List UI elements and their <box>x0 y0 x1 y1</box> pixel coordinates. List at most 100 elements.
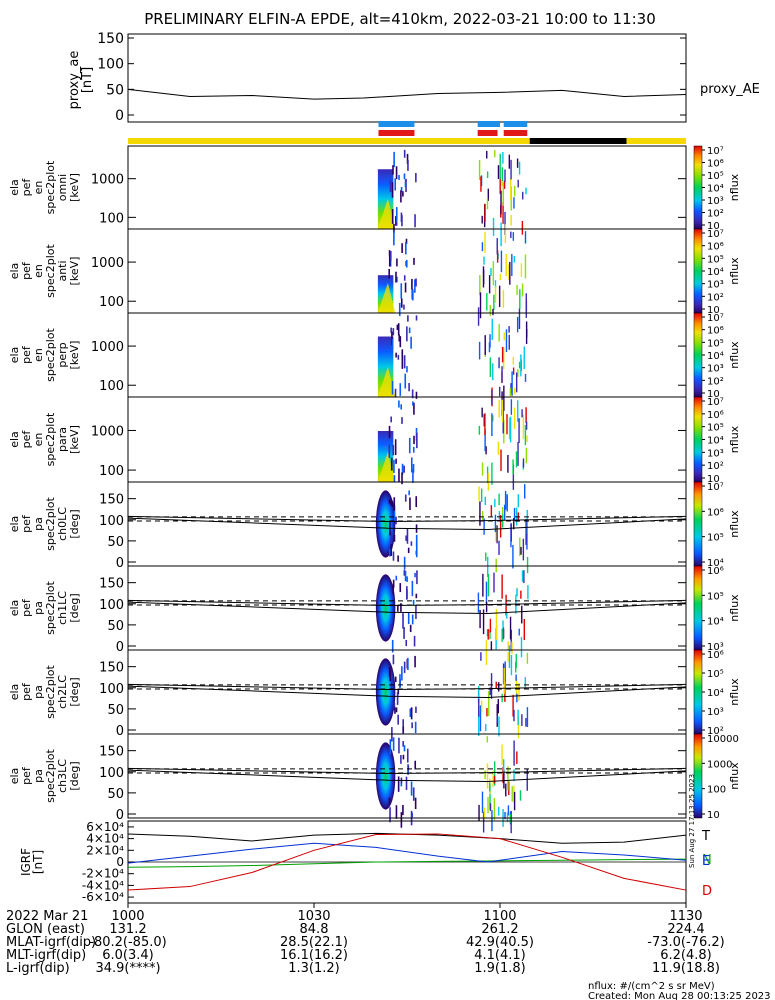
flux-stripe <box>397 555 399 562</box>
flux-stripe <box>501 574 503 599</box>
proxy-ae-frame <box>127 33 687 123</box>
flux-stripe <box>490 673 493 699</box>
y-tick-label: 50 <box>107 703 124 718</box>
flux-stripe <box>405 242 407 255</box>
igrf-D-line <box>127 833 687 891</box>
alc-line <box>127 515 687 522</box>
flux-stripe <box>390 457 393 471</box>
flux-stripe <box>517 179 519 188</box>
colorbar-tick-label: 10 <box>707 474 720 485</box>
igrf-E-label: E <box>702 854 710 869</box>
flux-stripe <box>484 429 486 452</box>
flux-stripe <box>498 323 500 342</box>
y-axis-label: [deg] <box>68 761 81 790</box>
flux-stripe <box>391 182 394 198</box>
y-axis-label: spec2plot <box>44 412 57 466</box>
flux-stripe <box>499 515 502 538</box>
flux-stripe <box>484 413 486 436</box>
flux-stripe <box>513 407 516 430</box>
flux-stripe <box>390 674 393 689</box>
y-tick-label: 1000 <box>91 340 124 355</box>
flux-stripe <box>393 231 395 246</box>
flux-stripe <box>486 736 488 743</box>
flux-stripe <box>477 307 480 326</box>
flux-stripe <box>498 806 500 816</box>
lc-line <box>127 601 687 614</box>
y-tick-label: 150 <box>99 745 124 760</box>
flux-stripe <box>519 289 521 310</box>
flux-stripe <box>400 603 402 612</box>
flux-stripe <box>407 612 410 625</box>
flux-stripe <box>395 166 398 180</box>
flux-stripe <box>526 328 528 338</box>
flux-stripe <box>393 459 395 473</box>
y-tick-label: 150 <box>99 661 124 676</box>
flux-stripe <box>403 275 406 281</box>
footer-cell: 28.5(22.1) <box>280 935 348 950</box>
y-axis-label: IGRF <box>19 848 33 876</box>
flux-stripe <box>410 457 413 473</box>
flux-stripe <box>479 609 481 629</box>
flux-stripe <box>518 418 520 444</box>
flux-stripe <box>481 791 484 813</box>
alc-line <box>127 683 687 690</box>
flux-stripe <box>518 683 520 701</box>
flux-stripe <box>517 716 520 739</box>
flux-stripe <box>491 318 493 340</box>
flux-stripe <box>517 400 519 422</box>
flux-stripe <box>514 387 516 395</box>
colorbar-tick-label: 10² <box>707 726 724 737</box>
flux-stripe <box>521 605 523 624</box>
flux-stripe <box>486 293 488 311</box>
flux-stripe <box>392 444 395 456</box>
flux-stripe <box>401 349 404 358</box>
flux-stripe <box>389 258 392 267</box>
red-bar <box>477 130 498 136</box>
flux-stripe <box>493 294 495 310</box>
flux-stripe <box>502 182 504 206</box>
flux-stripe <box>390 531 392 547</box>
colorbar-label: nflux <box>728 678 741 706</box>
colorbar-tick-label: 10000 <box>707 734 739 745</box>
flux-stripe <box>411 278 413 290</box>
flux-stripe <box>397 604 399 612</box>
y-tick-label: 1000 <box>91 256 124 271</box>
flux-stripe <box>494 514 497 533</box>
flux-stripe <box>485 552 487 561</box>
y-axis-label: [keV] <box>68 257 81 286</box>
panel-frame <box>127 396 687 483</box>
flux-stripe <box>397 688 400 695</box>
flux-stripe <box>499 177 501 194</box>
flux-stripe <box>409 708 412 718</box>
flux-stripe <box>411 580 414 597</box>
y-tick-label: 4×10⁴ <box>86 832 124 846</box>
flux-stripe <box>477 592 480 613</box>
flux-stripe <box>406 576 408 582</box>
flux-stripe <box>396 692 399 705</box>
footer-cell: 42.9(40.5) <box>466 935 534 950</box>
flux-stripe <box>507 766 509 791</box>
flux-stripe <box>518 161 521 175</box>
flux-core <box>377 199 396 229</box>
flux-stripe <box>503 668 505 694</box>
flux-stripe <box>486 629 489 637</box>
flux-stripe <box>486 198 489 210</box>
flux-stripe <box>416 570 418 585</box>
flux-stripe <box>391 331 393 346</box>
spec_para-panel: 100 1000 ela pef en spec2plot para [keV] 10 10² 10… <box>8 396 741 491</box>
units-note: nflux: #/(cm^2 s sr MeV) <box>588 981 715 992</box>
flux-stripe <box>504 224 507 243</box>
flux-stripe <box>401 472 403 485</box>
colorbar <box>693 312 703 398</box>
flux-stripe <box>404 181 407 188</box>
flux-stripe <box>503 180 506 189</box>
y-tick-label: 100 <box>99 295 124 310</box>
igrf-T-label: T <box>701 829 710 844</box>
colorbar-label: nflux <box>728 425 741 453</box>
y-tick-label: 100 <box>99 766 124 781</box>
y-axis-label: [keV] <box>68 341 81 370</box>
footer-cell: -73.0(-76.2) <box>647 935 724 950</box>
flux-stripe <box>391 339 394 349</box>
flux-stripe <box>524 373 527 382</box>
flux-stripe <box>392 654 395 665</box>
